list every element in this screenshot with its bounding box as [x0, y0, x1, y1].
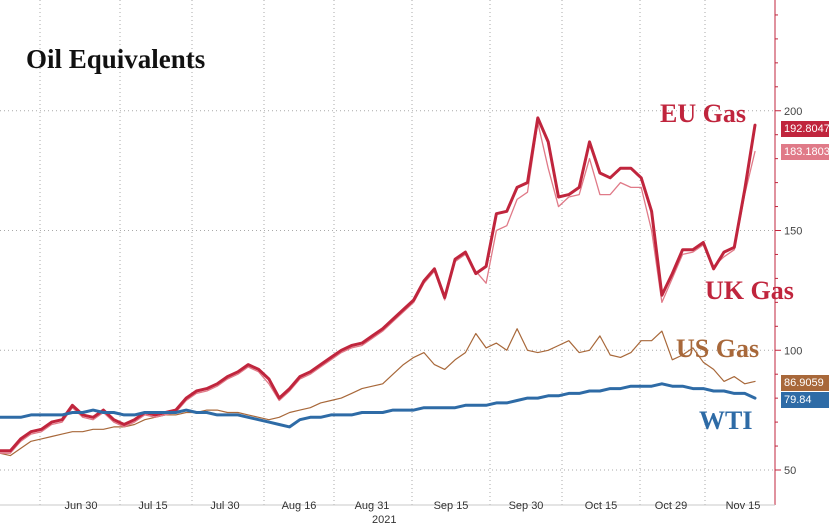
y-tick-label: 100	[784, 345, 802, 357]
x-tick-label: Jul 30	[210, 500, 239, 512]
series-line-wti	[0, 382, 757, 429]
series-label-eu-gas: EU Gas	[660, 99, 746, 128]
x-tick-label: Aug 31	[355, 500, 390, 512]
x-tick-label: Sep 15	[434, 500, 469, 512]
x-tick-label: Oct 29	[655, 500, 687, 512]
series-label-uk-gas: UK Gas	[705, 276, 794, 305]
chart-title: Oil Equivalents	[26, 44, 206, 74]
series-line-uk-gas	[0, 122, 756, 454]
series-line-eu-gas	[0, 116, 757, 453]
y-tick-label: 50	[784, 465, 796, 477]
y-tick-label: 150	[784, 226, 802, 238]
x-tick-label: Nov 15	[726, 500, 761, 512]
series-line-us-gas	[0, 328, 756, 457]
last-value-badge-eu-gas: 192.8047	[781, 121, 830, 137]
last-value-badge-wti: 79.84	[781, 392, 829, 408]
x-tick-label: Aug 16	[282, 500, 317, 512]
x-tick-label: Sep 30	[509, 500, 544, 512]
x-tick-label: Oct 15	[585, 500, 617, 512]
x-tick-label: Jul 15	[138, 500, 167, 512]
x-tick-label: Jun 30	[64, 500, 97, 512]
x-axis-year-label: 2021	[372, 514, 397, 526]
last-value-badge-uk-gas: 183.1803	[781, 144, 830, 160]
series-label-wti: WTI	[699, 406, 753, 435]
series-label-us-gas: US Gas	[676, 334, 760, 363]
y-tick-label: 200	[784, 106, 802, 118]
last-value-badge-us-gas: 86.9059	[781, 375, 829, 391]
